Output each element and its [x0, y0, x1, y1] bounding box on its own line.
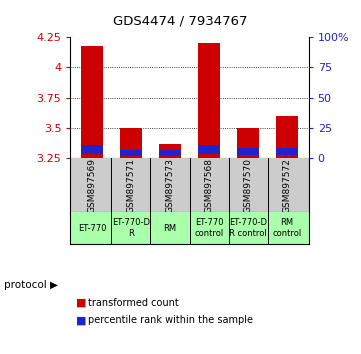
Text: GDS4474 / 7934767: GDS4474 / 7934767: [113, 14, 248, 27]
Text: RM
control: RM control: [273, 218, 302, 238]
Bar: [198, 43, 220, 158]
Bar: [277, 116, 298, 158]
Text: ▶: ▶: [50, 280, 58, 290]
Text: RM: RM: [164, 224, 177, 233]
Bar: [81, 145, 103, 154]
Bar: [159, 150, 181, 156]
Text: GSM897572: GSM897572: [283, 158, 292, 212]
Bar: [120, 150, 142, 156]
Bar: [277, 148, 298, 155]
Bar: [159, 144, 181, 158]
Bar: [238, 148, 259, 155]
Text: GSM897571: GSM897571: [126, 158, 135, 213]
Text: ET-770-D
R control: ET-770-D R control: [229, 218, 267, 238]
Text: GSM897573: GSM897573: [165, 158, 174, 213]
Text: protocol: protocol: [4, 280, 46, 290]
Text: ET-770: ET-770: [78, 224, 106, 233]
Text: ■: ■: [76, 298, 86, 308]
Text: ET-770
control: ET-770 control: [195, 218, 224, 238]
Bar: [120, 128, 142, 158]
Text: ET-770-D
R: ET-770-D R: [112, 218, 150, 238]
Text: ■: ■: [76, 315, 86, 325]
Text: GSM897570: GSM897570: [244, 158, 253, 213]
Bar: [198, 145, 220, 154]
Text: GSM897569: GSM897569: [87, 158, 96, 213]
Text: transformed count: transformed count: [88, 298, 179, 308]
Text: GSM897568: GSM897568: [205, 158, 214, 213]
Bar: [81, 46, 103, 158]
Bar: [238, 128, 259, 158]
Text: percentile rank within the sample: percentile rank within the sample: [88, 315, 253, 325]
